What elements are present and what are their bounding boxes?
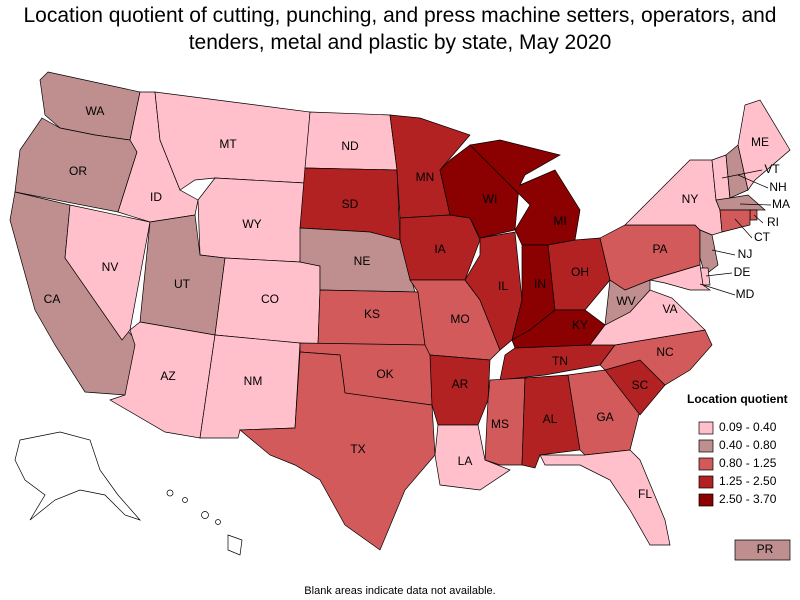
state-label: DE (734, 265, 751, 279)
state-label: MO (450, 312, 469, 326)
state-label: MT (219, 137, 237, 151)
state (624, 159, 723, 236)
state-label: KS (364, 307, 380, 321)
legend-swatch (698, 421, 714, 435)
alaska (14, 431, 142, 521)
state (464, 231, 523, 351)
state (64, 204, 151, 341)
state-label: NM (244, 374, 263, 388)
state-label: CT (754, 230, 771, 244)
state-label: MN (416, 170, 435, 184)
legend-swatch (698, 493, 714, 507)
state (719, 209, 751, 233)
state-label: OK (376, 367, 393, 381)
state-label: MA (772, 197, 790, 211)
legend-swatch (698, 475, 714, 489)
state-label: CA (44, 292, 61, 306)
state-label: IN (534, 277, 546, 291)
leader-line (753, 214, 764, 224)
state-label: RI (767, 215, 779, 229)
state-label: ND (341, 139, 359, 153)
state-label: FL (638, 487, 652, 501)
state-label: ID (150, 190, 162, 204)
legend-label: 0.80 - 1.25 (719, 456, 777, 470)
state-label: VT (764, 162, 780, 176)
state-label: GA (596, 410, 613, 424)
leader-line (705, 272, 733, 277)
footnote: Blank areas indicate data not available. (304, 585, 495, 597)
state-label: PA (652, 242, 667, 256)
legend-swatch (698, 457, 714, 471)
legend-title: Location quotient (687, 392, 788, 406)
state-label: WY (242, 217, 261, 231)
legend-label: 2.50 - 3.70 (719, 492, 777, 506)
state (434, 424, 511, 491)
state-label: AL (543, 412, 558, 426)
legend-label: 0.40 - 0.80 (719, 438, 777, 452)
state (239, 351, 436, 551)
state-label: CO (261, 292, 279, 306)
state (734, 539, 791, 561)
state-label: TX (350, 442, 365, 456)
state (749, 209, 758, 221)
leader-line (721, 169, 763, 179)
leader-line (734, 218, 753, 239)
state-label: NC (656, 345, 674, 359)
state-label: TN (552, 354, 568, 368)
legend-label: 0.09 - 0.40 (719, 420, 777, 434)
state-label: NV (102, 260, 119, 274)
state-label: NH (769, 180, 786, 194)
state-label: LA (458, 454, 473, 468)
state-label: MD (736, 287, 755, 301)
state (699, 229, 719, 276)
leader-line (711, 249, 736, 256)
state-label: WI (483, 192, 498, 206)
legend-label: 1.25 - 2.50 (719, 474, 777, 488)
state (737, 99, 791, 191)
state (649, 264, 712, 291)
state-label: UT (174, 277, 191, 291)
state-label: WA (86, 104, 105, 118)
hawaii (166, 489, 243, 556)
state-label: AR (452, 377, 469, 391)
legend-swatch (698, 439, 714, 453)
state-label: IA (434, 242, 445, 256)
state-label: VA (662, 302, 677, 316)
state-label: NJ (738, 247, 753, 261)
state-label: WV (616, 294, 635, 308)
state-label: AZ (160, 369, 175, 383)
state-label: IL (498, 279, 508, 293)
state-label: NE (354, 254, 371, 268)
state (539, 449, 671, 546)
state-label: NY (682, 192, 699, 206)
state-label: MS (491, 417, 509, 431)
state-label: OH (571, 265, 589, 279)
state-label: SD (342, 197, 359, 211)
state-label: ME (751, 135, 769, 149)
state-label: KY (572, 318, 588, 332)
leader-line (739, 203, 772, 206)
state-label: OR (69, 164, 87, 178)
state-label: MI (553, 214, 566, 228)
leader-line (699, 283, 736, 296)
chart-title: Location quotient of cutting, punching, … (23, 4, 777, 54)
state-label: SC (632, 378, 649, 392)
state-label: PR (757, 542, 774, 556)
state (469, 139, 581, 246)
leader-line (737, 174, 769, 189)
